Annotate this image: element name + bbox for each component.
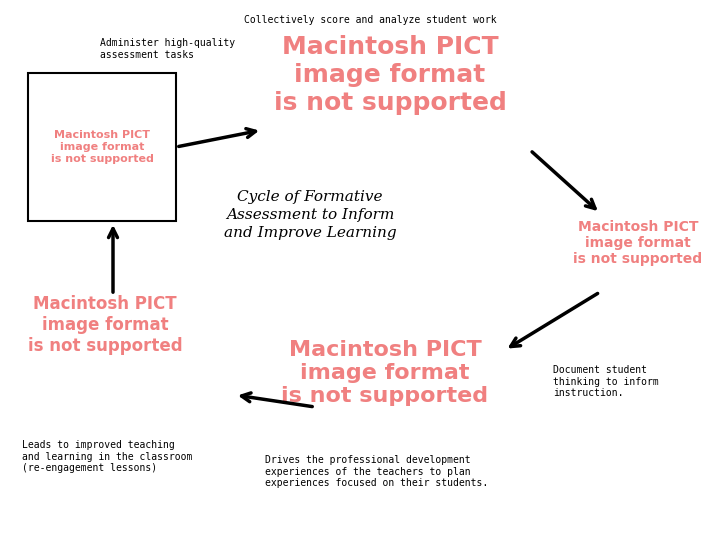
Text: Macintosh PICT
image format
is not supported: Macintosh PICT image format is not suppo… <box>573 220 703 266</box>
Text: Macintosh PICT
image format
is not supported: Macintosh PICT image format is not suppo… <box>27 295 182 355</box>
Text: Drives the professional development
experiences of the teachers to plan
experien: Drives the professional development expe… <box>265 455 488 488</box>
Text: Cycle of Formative
Assessment to Inform
and Improve Learning: Cycle of Formative Assessment to Inform … <box>224 190 396 240</box>
Text: Collectively score and analyze student work: Collectively score and analyze student w… <box>243 15 496 25</box>
Text: Macintosh PICT
image format
is not supported: Macintosh PICT image format is not suppo… <box>274 35 506 114</box>
Bar <box>28 73 176 221</box>
Text: Document student
thinking to inform
instruction.: Document student thinking to inform inst… <box>553 365 659 398</box>
Text: Macintosh PICT
image format
is not supported: Macintosh PICT image format is not suppo… <box>282 340 489 407</box>
Text: Leads to improved teaching
and learning in the classroom
(re-engagement lessons): Leads to improved teaching and learning … <box>22 440 192 473</box>
Text: Administer high-quality
assessment tasks: Administer high-quality assessment tasks <box>100 38 235 59</box>
Text: Macintosh PICT
image format
is not supported: Macintosh PICT image format is not suppo… <box>50 130 153 164</box>
